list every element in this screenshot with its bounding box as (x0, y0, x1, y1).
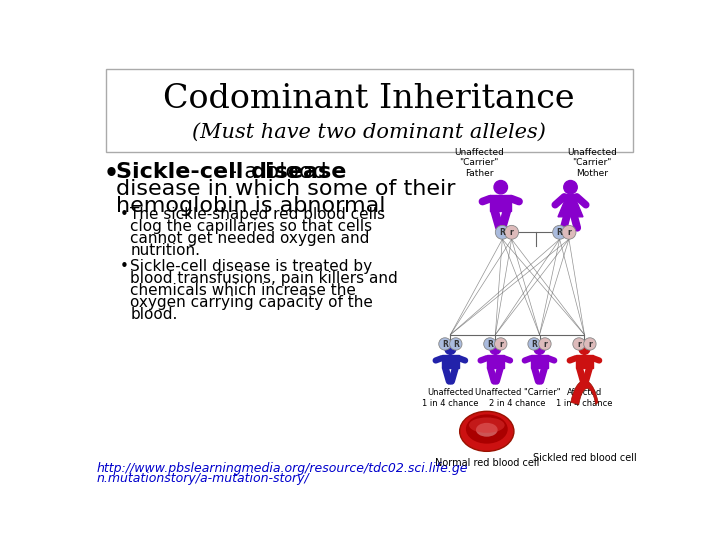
Text: Unaffected
"Carrier"
Father: Unaffected "Carrier" Father (454, 148, 504, 178)
Text: R: R (487, 340, 492, 349)
Text: Sickle-cell disease: Sickle-cell disease (117, 162, 347, 182)
Circle shape (495, 225, 509, 239)
Circle shape (445, 343, 456, 354)
Circle shape (579, 343, 590, 354)
Text: R: R (531, 340, 537, 349)
Ellipse shape (469, 417, 505, 433)
Ellipse shape (459, 411, 514, 451)
Text: r: r (567, 228, 571, 237)
Text: hemoglobin is abnormal: hemoglobin is abnormal (117, 195, 386, 215)
Text: clog the capillaries so that cells: clog the capillaries so that cells (130, 219, 372, 234)
Text: chemicals which increase the: chemicals which increase the (130, 283, 356, 298)
Text: (Must have two dominant alleles): (Must have two dominant alleles) (192, 123, 546, 142)
Circle shape (495, 338, 507, 350)
Polygon shape (564, 195, 577, 202)
Ellipse shape (466, 414, 508, 444)
Text: R: R (500, 228, 505, 237)
Circle shape (490, 343, 500, 354)
Polygon shape (442, 355, 459, 368)
Ellipse shape (476, 423, 498, 437)
Polygon shape (558, 195, 583, 217)
Circle shape (438, 338, 451, 350)
Text: oxygen carrying capacity of the: oxygen carrying capacity of the (130, 295, 373, 309)
Polygon shape (487, 355, 504, 368)
Text: Codominant Inheritance: Codominant Inheritance (163, 84, 575, 116)
Text: •: • (120, 207, 128, 222)
Circle shape (573, 338, 585, 350)
Text: Sickled red blood cell: Sickled red blood cell (533, 453, 636, 463)
Text: http://www.pbslearningmedia.org/resource/tdc02.sci.life.ge: http://www.pbslearningmedia.org/resource… (96, 462, 468, 475)
Circle shape (449, 338, 462, 350)
Circle shape (484, 338, 496, 350)
Text: r: r (588, 340, 592, 349)
Text: Normal red blood cell: Normal red blood cell (435, 457, 539, 468)
Text: r: r (499, 340, 503, 349)
Circle shape (494, 180, 508, 194)
Circle shape (539, 338, 551, 350)
Circle shape (534, 343, 545, 354)
Circle shape (562, 225, 576, 239)
Circle shape (584, 338, 596, 350)
Text: n.mutationstory/a-mutation-story/: n.mutationstory/a-mutation-story/ (96, 472, 309, 485)
Polygon shape (576, 355, 593, 368)
Text: Affected
1 in 4 chance: Affected 1 in 4 chance (557, 388, 613, 408)
Text: Sickle-cell disease is treated by: Sickle-cell disease is treated by (130, 259, 372, 274)
Text: r: r (510, 228, 513, 237)
FancyBboxPatch shape (106, 69, 632, 152)
Text: •: • (104, 162, 119, 186)
Circle shape (528, 338, 540, 350)
Text: r: r (577, 340, 581, 349)
Text: r: r (543, 340, 546, 349)
Text: cannot get needed oxygen and: cannot get needed oxygen and (130, 231, 369, 246)
Polygon shape (531, 355, 548, 368)
Text: R: R (442, 340, 448, 349)
Circle shape (505, 225, 518, 239)
Text: blood transfusions, pain killers and: blood transfusions, pain killers and (130, 271, 398, 286)
Text: blood.: blood. (130, 307, 178, 322)
Text: R: R (557, 228, 562, 237)
Text: nutrition.: nutrition. (130, 243, 200, 258)
Text: •: • (120, 259, 128, 274)
Text: R: R (453, 340, 459, 349)
Text: The sickle-shaped red blood cells: The sickle-shaped red blood cells (130, 207, 385, 222)
Circle shape (553, 225, 567, 239)
Text: - a blood: - a blood (229, 162, 326, 182)
Text: disease in which some of their: disease in which some of their (117, 179, 456, 199)
Text: Unaffected "Carrier"
2 in 4 chance: Unaffected "Carrier" 2 in 4 chance (474, 388, 560, 408)
Polygon shape (490, 195, 511, 211)
Text: Unaffected
"Carrier"
Mother: Unaffected "Carrier" Mother (567, 148, 617, 178)
Polygon shape (571, 381, 598, 404)
Circle shape (564, 180, 577, 194)
Text: Unaffected
1 in 4 chance: Unaffected 1 in 4 chance (422, 388, 479, 408)
